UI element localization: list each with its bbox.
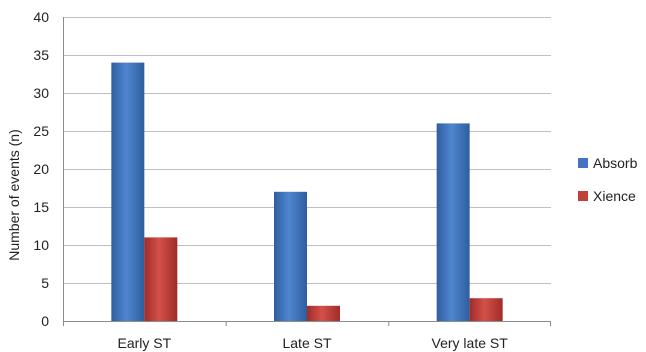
legend: Absorb Xience <box>578 155 638 204</box>
bar-absorb-late-st <box>274 191 307 321</box>
y-tick-label: 5 <box>41 275 49 291</box>
bar-absorb-early-st <box>111 62 145 321</box>
y-tick-label: 40 <box>33 9 49 25</box>
bar-absorb-very-late-st <box>436 123 470 322</box>
y-tick-label: 0 <box>41 313 49 329</box>
y-tick-label: 20 <box>33 161 49 177</box>
y-tick-label: 10 <box>33 237 49 253</box>
axes <box>63 17 551 326</box>
bar-xience-very-late-st <box>469 298 503 321</box>
tick-labels: 0 5 10 15 20 25 30 35 40 Early ST Late ST Very late… <box>33 9 508 351</box>
x-tick-label: Early ST <box>117 335 171 351</box>
y-tick-label: 25 <box>33 123 49 139</box>
legend-swatch-absorb <box>578 158 588 168</box>
bar-xience-late-st <box>307 305 340 321</box>
y-tick-label: 15 <box>33 199 49 215</box>
legend-label-absorb: Absorb <box>593 155 638 171</box>
y-axis-title: Number of events (n) <box>6 129 22 261</box>
x-tick-label: Very late ST <box>432 335 509 351</box>
bar-xience-early-st <box>144 237 178 321</box>
legend-label-xience: Xience <box>593 188 636 204</box>
y-tick-label: 35 <box>33 47 49 63</box>
y-tick-label: 30 <box>33 85 49 101</box>
bars <box>111 62 503 322</box>
legend-swatch-xience <box>578 191 588 201</box>
x-tick-label: Late ST <box>282 335 331 351</box>
